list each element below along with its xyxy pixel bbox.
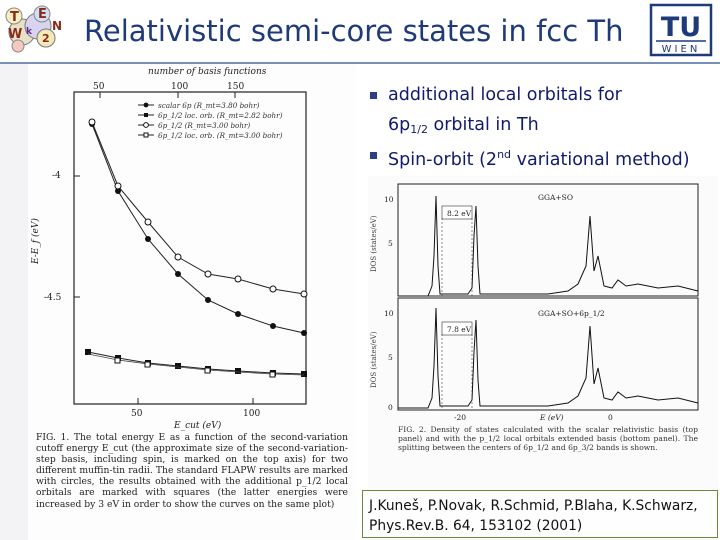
bullet-2-text-post: variational method) [511, 150, 690, 170]
bullet-list: additional local orbitals for 6p1/2 orbi… [364, 84, 714, 174]
fig2-top-y-axis-title: DOS (states/eV) [370, 215, 378, 272]
fig1-legend-entry: 6p_1/2 (R_mt=3.00 bohr) [158, 121, 250, 130]
fig1-legend: scalar 6p (R_mt=3.80 bohr) 6p_1/2 loc. o… [138, 101, 283, 140]
figure-energy-vs-cutoff: number of basis functions 50 100 150 -4 … [28, 64, 356, 540]
points-scalar-6p [89, 121, 307, 336]
logo-letter-w: W [8, 27, 22, 42]
fig1-bottom-tick: 100 [243, 409, 260, 419]
curve-local-orbital-filled [87, 351, 305, 375]
bullet-square-icon [370, 92, 377, 99]
fig1-top-tick: 50 [93, 82, 105, 92]
bullet-2-text-pre: Spin-orbit (2 [388, 150, 498, 170]
bullet-item-2: Spin-orbit (2nd variational method) [364, 144, 714, 174]
logo-letter-t: T [10, 10, 19, 25]
fig1-legend-entry: 6p_1/2 loc. orb. (R_mt=2.82 bohr) [158, 111, 283, 120]
fig1-y-tick: -4.5 [44, 293, 62, 303]
bullet-square-icon [370, 152, 377, 159]
bullet-1-text: additional local orbitals for [388, 85, 622, 105]
orbital-subscript: 1/2 [410, 123, 428, 136]
fig1-top-tick: 100 [171, 82, 188, 92]
logo-letter-n: N [52, 19, 62, 33]
fig2-bottom-gap: 7.8 eV [447, 325, 472, 334]
left-margin-strip [0, 64, 28, 540]
fig1-legend-entry: 6p_1/2 loc. orb. (R_mt=3.00 bohr) [158, 131, 283, 140]
fig2-x-axis-title: E (eV) [539, 413, 564, 422]
logo-letter-k: k [26, 27, 33, 37]
points-local-orbital-open [114, 357, 276, 378]
curve-scalar-6p [91, 123, 305, 334]
logo-letter-e: E [38, 7, 47, 22]
fig2-x-tick: -20 [454, 413, 466, 422]
fig1-bottom-tick: 50 [131, 409, 143, 419]
fig1-legend-entry: scalar 6p (R_mt=3.80 bohr) [158, 101, 260, 110]
fig1-caption: FIG. 1. The total energy E as a function… [36, 432, 348, 510]
fig2-caption: FIG. 2. Density of states calculated wit… [398, 425, 698, 453]
reference-authors: J.Kuneš, P.Novak, R.Schmid, P.Blaha, K.S… [369, 498, 698, 514]
fig1-y-axis-title: E-E_f (eV) [30, 218, 41, 265]
fig2-bottom-dos-curve [398, 307, 699, 409]
tu-wien-text: WIEN [662, 44, 701, 55]
reference-journal: Phys.Rev.B. 64, 153102 (2001) [369, 518, 583, 534]
points-standard-open [88, 118, 308, 298]
logo-letter-2: 2 [42, 32, 50, 45]
bullet-item-1: additional local orbitals for [364, 84, 714, 114]
fig2-x-tick: 0 [608, 413, 613, 422]
curve-local-orbital-open [87, 353, 305, 376]
fig2-y-tick: 5 [388, 353, 393, 362]
fig2-top-gap: 8.2 eV [447, 209, 472, 218]
fig2-top-panel-label: GGA+SO [538, 193, 573, 202]
reference-box: J.Kuneš, P.Novak, R.Schmid, P.Blaha, K.S… [362, 490, 718, 538]
fig2-top-dos-curve [398, 195, 699, 297]
orbital-name: 6p [388, 115, 411, 135]
fig2-y-tick: 5 [388, 239, 393, 248]
orbital-rest: orbital in Th [427, 115, 539, 135]
bullet-2-superscript: nd [497, 148, 512, 161]
slide-title: Relativistic semi-core states in fcc Th [84, 14, 624, 48]
fig1-top-tick: 150 [227, 82, 244, 92]
fig2-bottom-y-axis-title: DOS (states/eV) [370, 331, 378, 388]
fig2-y-tick: 10 [384, 309, 394, 318]
fig1-bottom-axis-title: E_cut (eV) [173, 420, 222, 431]
fig1-y-tick: -4 [52, 171, 61, 181]
wien2k-logo: T E W 2 k N [2, 2, 66, 58]
bullet-item-1-continued: 6p1/2 orbital in Th [364, 114, 714, 144]
figure-density-of-states: GGA+SO 8.2 eV 10 5 DOS (states/eV) GGA+S… [368, 176, 718, 540]
tu-mark: TU [661, 12, 701, 43]
title-divider [0, 62, 720, 64]
fig2-bottom-panel-label: GGA+SO+6p_1/2 [538, 309, 605, 318]
curve-standard-open [91, 121, 305, 295]
fig1-top-axis-title: number of basis functions [148, 67, 267, 77]
tu-wien-logo: TU WIEN [646, 2, 716, 58]
fig2-y-tick: 0 [388, 403, 393, 412]
fig2-y-tick: 10 [384, 195, 394, 204]
